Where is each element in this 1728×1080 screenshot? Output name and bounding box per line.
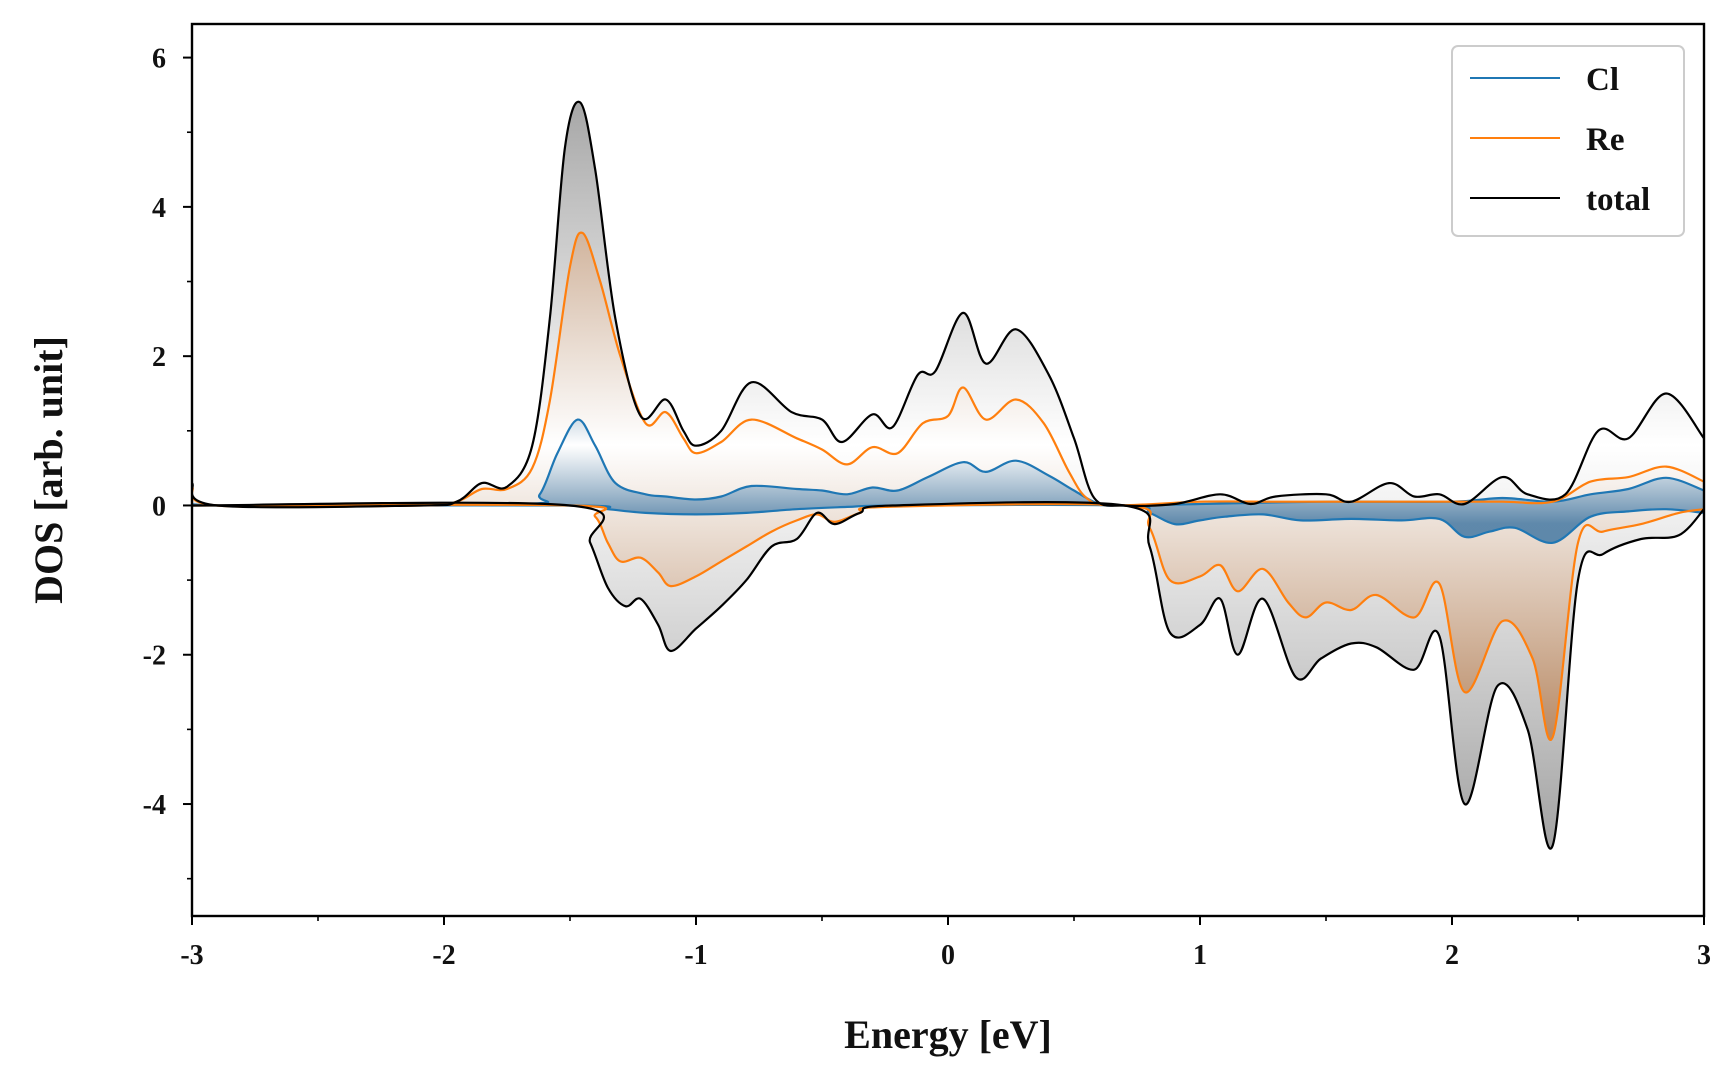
fill-cl-spin-down [192, 504, 1704, 543]
y-axis-ticks: -4 -2 0 2 4 6 [143, 44, 192, 880]
line-total-spin-up [192, 100, 1704, 509]
x-axis-label: Energy [eV] [844, 1012, 1052, 1057]
x-axis-ticks: -3 -2 -1 0 1 2 3 [180, 916, 1711, 971]
fill-cl-spin-up [192, 419, 1704, 506]
y-tick-label: 2 [152, 342, 166, 373]
x-tick-label: -2 [432, 940, 455, 971]
legend-box [1451, 45, 1685, 237]
legend: Cl Re total [1451, 45, 1685, 237]
dos-lines [192, 100, 1704, 850]
legend-label-total: total [1586, 182, 1650, 218]
x-tick-label: -3 [180, 940, 203, 971]
y-tick-label: 0 [152, 491, 166, 522]
x-tick-label: 3 [1697, 940, 1711, 971]
y-tick-label: 6 [152, 44, 166, 75]
x-tick-label: 0 [941, 940, 955, 971]
y-axis-label: DOS [arb. unit] [26, 336, 71, 604]
fill-re-spin-down [192, 504, 1704, 740]
y-tick-label: -4 [143, 790, 166, 821]
x-tick-label: 2 [1445, 940, 1459, 971]
x-tick-label: -1 [684, 940, 707, 971]
dos-fills [192, 101, 1704, 849]
y-tick-label: -2 [143, 641, 166, 672]
legend-label-cl: Cl [1586, 62, 1619, 98]
line-total-spin-down [192, 501, 1704, 850]
legend-label-re: Re [1586, 122, 1624, 158]
x-tick-label: 1 [1193, 940, 1207, 971]
line-re-spin-down [192, 502, 1704, 741]
y-tick-label: 4 [152, 193, 166, 224]
line-re-spin-up [192, 231, 1704, 509]
line-cl-spin-down [192, 503, 1704, 544]
